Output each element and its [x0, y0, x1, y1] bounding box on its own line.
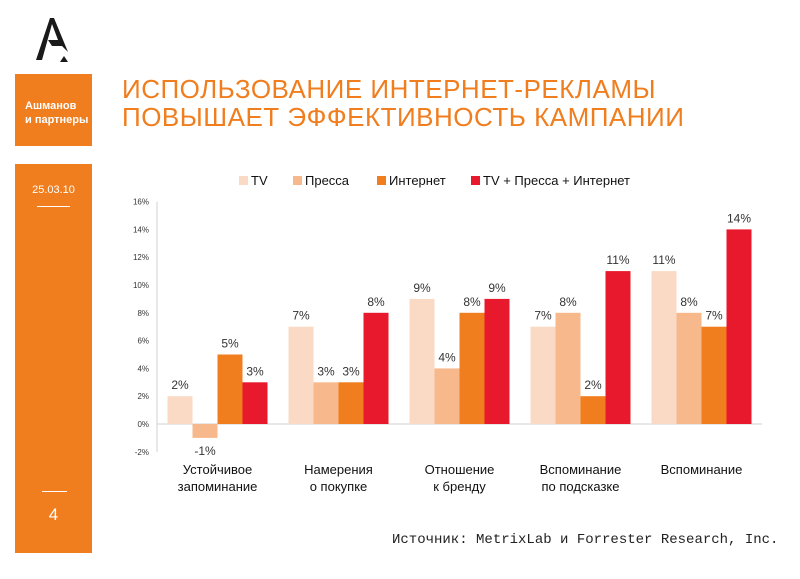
bar — [484, 298, 510, 424]
legend-swatch — [471, 176, 480, 185]
company-name: Ашманов и партнеры — [25, 99, 88, 127]
data-label: -1% — [194, 444, 216, 458]
y-tick-label: 2% — [137, 392, 149, 401]
data-label: 9% — [413, 281, 431, 295]
data-label: 4% — [438, 350, 456, 364]
category-label: о покупке — [310, 479, 368, 494]
bar — [676, 312, 702, 424]
data-label: 8% — [680, 295, 698, 309]
data-label: 8% — [463, 295, 481, 309]
data-label: 8% — [559, 295, 577, 309]
bar — [217, 354, 243, 424]
y-tick-label: 10% — [133, 281, 149, 290]
bar — [192, 424, 218, 438]
slide-title-line-1: ИСПОЛЬЗОВАНИЕ ИНТЕРНЕТ-РЕКЛАМЫ — [122, 74, 656, 104]
category-label: к бренду — [433, 479, 486, 494]
data-label: 14% — [727, 211, 751, 225]
legend-label: TV — [251, 173, 268, 188]
y-tick-label: 0% — [137, 420, 149, 429]
bar — [363, 312, 389, 424]
bar — [409, 298, 435, 424]
bar — [701, 326, 727, 424]
page-number: 4 — [48, 505, 59, 524]
data-label: 5% — [221, 337, 239, 351]
date-divider — [37, 206, 70, 207]
bar — [167, 396, 193, 424]
bar — [242, 382, 268, 424]
y-tick-label: 14% — [133, 225, 149, 234]
bar — [580, 396, 606, 424]
category-label: Устойчивое — [183, 462, 252, 477]
slide-title-line-2: ПОВЫШАЕТ ЭФФЕКТИВНОСТЬ КАМПАНИИ — [122, 102, 685, 132]
sidebar-date-block — [15, 164, 92, 553]
data-label: 3% — [342, 364, 360, 378]
bar — [313, 382, 339, 424]
y-tick-label: -2% — [135, 448, 149, 457]
y-tick-label: 4% — [137, 364, 149, 373]
company-name-line-2: и партнеры — [25, 114, 89, 126]
legend-label: TV + Пресса + Интернет — [483, 173, 630, 188]
slide-title: ИСПОЛЬЗОВАНИЕ ИНТЕРНЕТ-РЕКЛАМЫ ПОВЫШАЕТ … — [122, 75, 772, 131]
y-tick-label: 12% — [133, 253, 149, 262]
bar — [651, 271, 677, 424]
data-label: 7% — [705, 309, 723, 323]
legend-swatch — [239, 176, 248, 185]
data-label: 2% — [171, 378, 189, 392]
y-tick-label: 6% — [137, 337, 149, 346]
legend-swatch — [293, 176, 302, 185]
category-label: по подсказке — [541, 479, 619, 494]
category-label: запоминание — [178, 479, 258, 494]
data-label: 7% — [292, 309, 310, 323]
sidebar-company-block — [15, 74, 92, 146]
company-name-line-1: Ашманов — [25, 100, 77, 112]
legend-label: Интернет — [389, 173, 446, 188]
y-tick-label: 16% — [133, 198, 149, 207]
data-label: 11% — [652, 253, 675, 267]
legend-label: Пресса — [305, 173, 350, 188]
data-label: 8% — [367, 295, 385, 309]
legend-swatch — [377, 176, 386, 185]
bar — [555, 312, 581, 424]
data-label: 9% — [488, 281, 506, 295]
bar — [459, 312, 485, 424]
category-label: Вспоминание — [540, 462, 622, 477]
category-label: Намерения — [304, 462, 373, 477]
data-label: 3% — [317, 364, 335, 378]
brand-a-logo-icon — [36, 18, 68, 62]
category-label: Вспоминание — [661, 462, 743, 477]
data-label: 11% — [606, 253, 629, 267]
bar — [434, 368, 460, 424]
bar — [605, 271, 631, 424]
slide-date: 25.03.10 — [32, 184, 75, 196]
data-label: 2% — [584, 378, 602, 392]
page-divider — [42, 491, 67, 492]
data-label: 7% — [534, 309, 552, 323]
bar — [288, 326, 314, 424]
bar — [338, 382, 364, 424]
category-label: Отношение — [425, 462, 495, 477]
source-note: Источник: MetrixLab и Forrester Research… — [392, 532, 779, 548]
bar — [530, 326, 556, 424]
bar — [726, 229, 752, 424]
data-label: 3% — [246, 364, 264, 378]
y-tick-label: 8% — [137, 309, 149, 318]
